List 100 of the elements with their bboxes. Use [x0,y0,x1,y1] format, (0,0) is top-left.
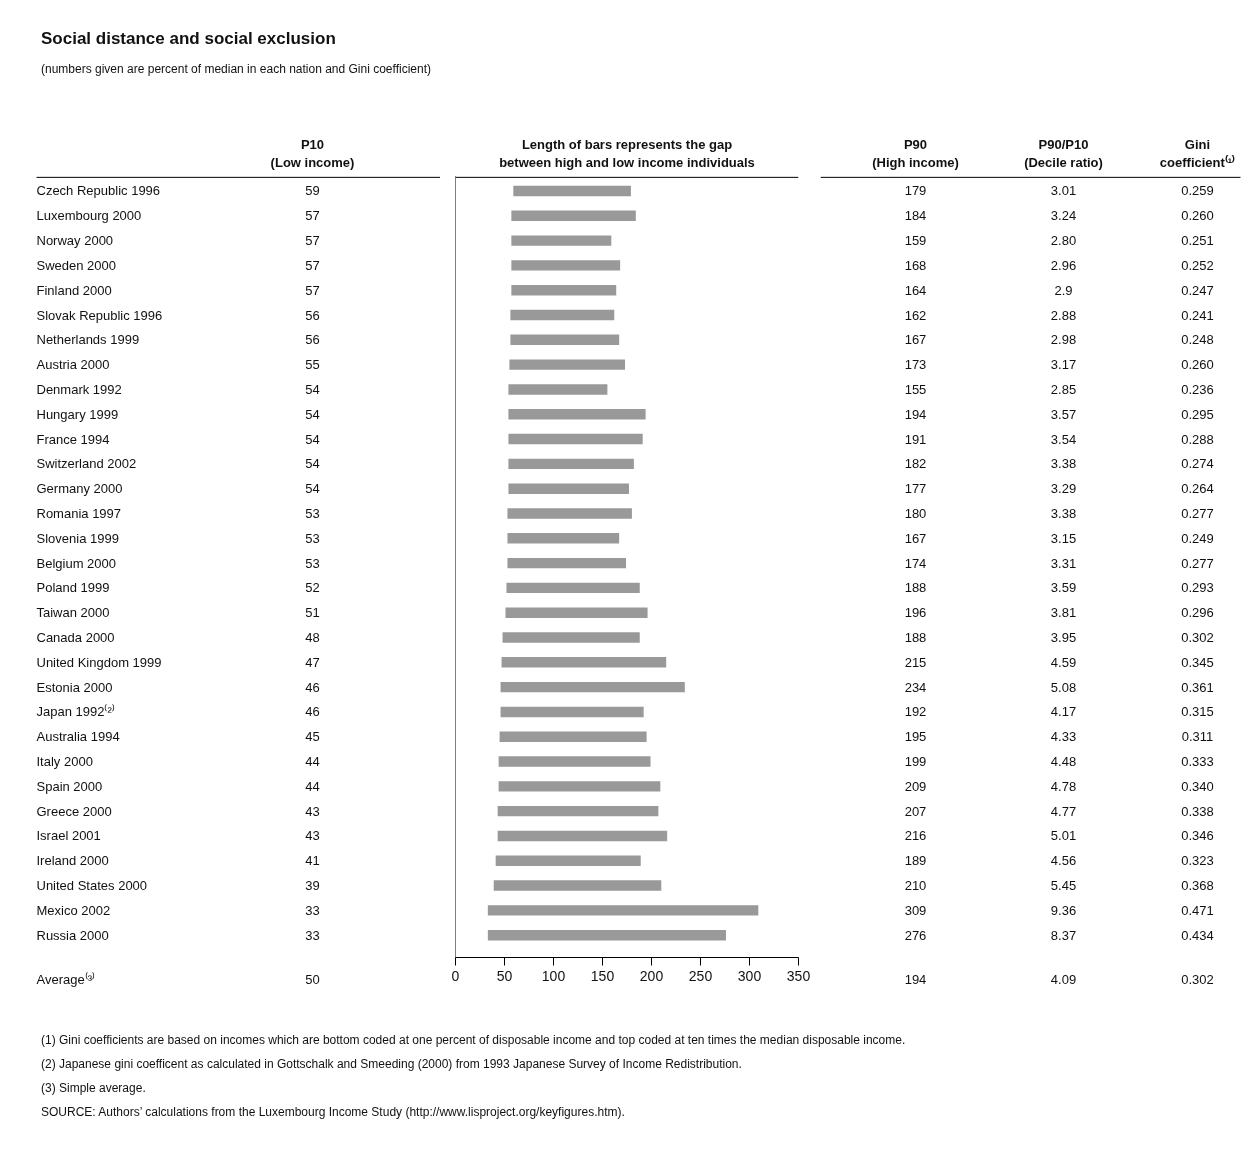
data-label: 54 [305,431,320,447]
data-label: 43 [305,828,320,844]
data-label: 0.333 [1181,754,1214,770]
category-label: Italy 2000 [36,754,93,770]
data-label: 182 [904,456,927,472]
data-label: 0.236 [1181,381,1214,397]
data-label: 179 [904,183,927,199]
chart-title: Length of bars represents the gap between high and low income individuals [499,137,755,171]
data-label: 3.57 [1050,406,1077,422]
data-label: 53 [305,530,320,546]
data-label: 51 [305,605,320,621]
data-label: 9.36 [1050,902,1077,918]
category-label: Taiwan 2000 [36,605,110,621]
data-label: 48 [305,629,320,645]
bar [507,557,627,569]
data-label: 0.247 [1181,282,1214,298]
data-label: 0.260 [1181,208,1214,224]
text: (2) Japanese gini coefficent as calculated in Gottschalk and Smeeding (2000) from 1993 Japanese Survey of Income Redistribution. [41,1056,743,1074]
category-label: Greece 2000 [36,803,112,819]
data-label: 56 [305,332,320,348]
category-label: Poland 1999 [36,580,110,596]
bar [505,607,648,618]
data-label: 2.80 [1050,233,1077,249]
data-label: 188 [904,629,927,645]
bar [513,185,631,197]
category-label: Russia 2000 [36,927,109,943]
data-label: 0.323 [1181,853,1214,869]
bar [487,905,759,916]
data-label: 4.09 [1050,972,1077,988]
data-label: 4.56 [1050,853,1077,869]
data-label: 0.251 [1181,233,1214,249]
x-tick-label: 100 [541,967,566,984]
data-label: 56 [305,307,320,323]
data-label: 0.260 [1181,357,1214,373]
data-label: 0.274 [1181,456,1214,472]
bar [508,409,646,420]
bar [507,508,632,519]
category-label: Norway 2000 [36,233,114,249]
category-label: Netherlands 1999 [36,332,140,348]
data-label: 184 [904,208,927,224]
data-label: 0.241 [1181,307,1214,323]
bar [511,235,612,246]
data-label: 4.33 [1050,729,1077,745]
bar [507,533,620,544]
data-label: 0.293 [1181,580,1214,596]
data-label: 0.295 [1181,406,1214,422]
data-label: 4.59 [1050,654,1077,670]
bar [511,210,636,222]
data-label: 0.249 [1181,530,1214,546]
data-label: 2.96 [1050,257,1077,273]
data-label: 192 [904,704,927,720]
data-label: 234 [904,679,927,695]
category-label: Germany 2000 [36,481,123,497]
category-label: Average⁽³⁾ [36,972,96,988]
data-label: 0.302 [1181,972,1214,988]
bar [508,483,629,494]
data-label: 3.29 [1050,481,1077,497]
data-label: 0.264 [1181,481,1214,497]
data-label: 276 [904,927,927,943]
data-label: 309 [904,902,927,918]
x-tick-label: 250 [688,967,713,984]
data-label: 3.54 [1050,431,1077,447]
category-label: Canada 2000 [36,629,115,645]
data-label: 46 [305,704,320,720]
bar [508,384,608,395]
data-label: 57 [305,282,320,298]
category-label: Estonia 2000 [36,679,113,695]
data-label: 3.38 [1050,456,1077,472]
data-label: 0.471 [1181,902,1214,918]
data-label: 0.296 [1181,605,1214,621]
data-label: 199 [904,754,927,770]
data-label: 195 [904,729,927,745]
bar [495,855,641,866]
data-label: 155 [904,381,927,397]
bar [497,830,668,842]
category-label: Romania 1997 [36,505,122,521]
bar [487,929,726,941]
data-label: 189 [904,853,927,869]
data-label: 3.81 [1050,605,1077,621]
data-label: 0.302 [1181,629,1214,645]
data-label: 43 [305,803,320,819]
data-label: 180 [904,505,927,521]
data-label: 3.38 [1050,505,1077,521]
category-label: Mexico 2002 [36,902,111,918]
bar [511,285,617,296]
data-label: 215 [904,654,927,670]
bar [506,582,640,594]
bar [501,657,667,668]
data-label: 167 [904,332,927,348]
text: (numbers given are percent of median in each nation and Gini coefficient) [41,61,432,79]
data-label: 52 [305,580,320,596]
data-label: 3.17 [1050,357,1077,373]
data-label: 5.01 [1050,828,1077,844]
data-label: 5.08 [1050,679,1077,695]
bar [502,632,640,643]
bar [498,756,651,767]
data-label: 2.98 [1050,332,1077,348]
bar [509,359,626,370]
data-label: 53 [305,555,320,571]
data-label: 41 [305,853,320,869]
